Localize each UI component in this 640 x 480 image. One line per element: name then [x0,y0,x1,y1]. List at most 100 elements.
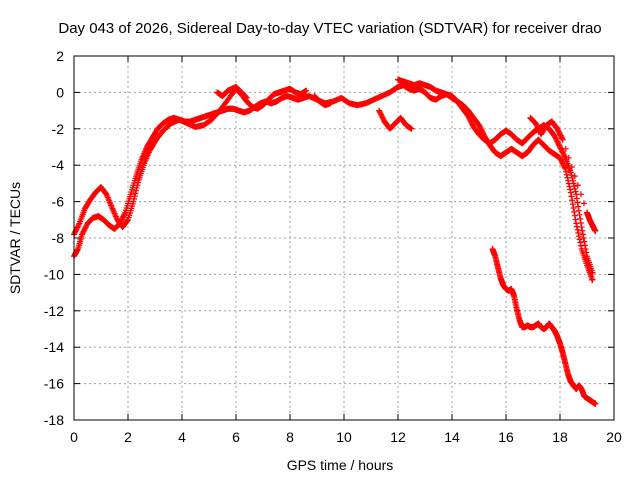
data-point [83,223,90,230]
data-point [553,137,560,144]
x-tick-label: 14 [444,429,460,445]
data-point [130,198,137,205]
data-point [557,131,563,138]
data-point [552,134,559,141]
data-point [558,133,565,140]
data-point [561,153,568,160]
data-point [79,229,86,236]
data-point [465,113,472,120]
data-point [132,190,139,197]
x-tick-label: 4 [178,429,186,445]
data-point [567,169,574,176]
y-tick-label: -6 [52,194,65,210]
data-point [121,210,128,217]
data-point [561,152,568,159]
y-tick-label: 2 [56,48,64,64]
data-point [560,150,567,157]
data-point [380,115,387,122]
y-axis-label: SDTVAR / TECUs [7,182,23,294]
data-point [131,195,138,202]
data-point [582,245,589,252]
data-point [559,148,566,155]
data-point [134,182,141,189]
data-point [379,114,386,121]
data-point [377,110,384,117]
data-point [124,217,131,224]
data-point [131,193,138,200]
x-tick-label: 12 [390,429,406,445]
data-point [80,228,87,235]
data-point [572,188,579,195]
y-tick-label: -18 [44,412,64,428]
data-point [557,132,564,139]
data-point [574,182,581,189]
data-point [408,125,415,132]
data-point [557,154,563,161]
data-point [476,122,482,129]
data-point [568,164,575,171]
data-point [578,224,585,231]
data-point [378,113,385,120]
data-point [468,119,475,126]
y-tick-label: -10 [44,266,64,282]
data-point [557,144,563,150]
data-point [79,231,86,238]
data-point [589,269,596,276]
data-point [477,124,484,131]
x-tick-label: 10 [336,429,352,445]
series-main-band-A [71,82,596,283]
data-point [561,163,568,170]
data-point [75,221,82,228]
data-point [575,203,582,210]
data-point [575,233,582,240]
data-point [554,125,561,132]
data-point [571,173,578,180]
y-tick-label: -2 [52,121,65,137]
data-point [570,204,577,211]
data-point [81,227,88,234]
data-point [534,124,541,131]
data-point [574,226,581,233]
x-tick-label: 6 [232,429,240,445]
data-point [120,212,127,219]
x-tick-label: 0 [70,429,78,445]
data-point [574,199,581,206]
series-transient-segments [214,83,599,234]
data-point [554,127,561,134]
x-tick-label: 8 [286,429,294,445]
data-point [120,213,127,220]
data-point [568,193,575,200]
data-point [378,111,385,118]
data-point [555,141,562,148]
data-point [133,184,140,191]
data-point [467,118,474,125]
data-point [376,107,383,114]
data-marks [71,76,599,407]
data-point [75,223,82,230]
data-point [567,189,574,196]
data-point [82,224,89,231]
data-point [573,195,580,202]
data-point [580,200,587,207]
data-point [589,276,596,283]
data-point [242,93,249,100]
y-tick-label: -16 [44,376,64,392]
data-point [569,177,576,184]
chart-title: Day 043 of 2026, Sidereal Day-to-day VTE… [58,20,601,37]
data-point [476,123,483,130]
data-point [581,242,588,249]
data-point [466,115,473,122]
data-point [559,135,566,142]
data-point [569,197,576,204]
data-point [81,225,88,232]
data-point [592,400,599,407]
data-point [119,214,126,221]
data-point [579,231,586,238]
data-point [559,136,566,143]
data-point [575,229,582,236]
y-tick-label: -14 [44,339,64,355]
data-point [571,208,578,215]
data-point [576,236,583,243]
data-point [571,212,578,219]
